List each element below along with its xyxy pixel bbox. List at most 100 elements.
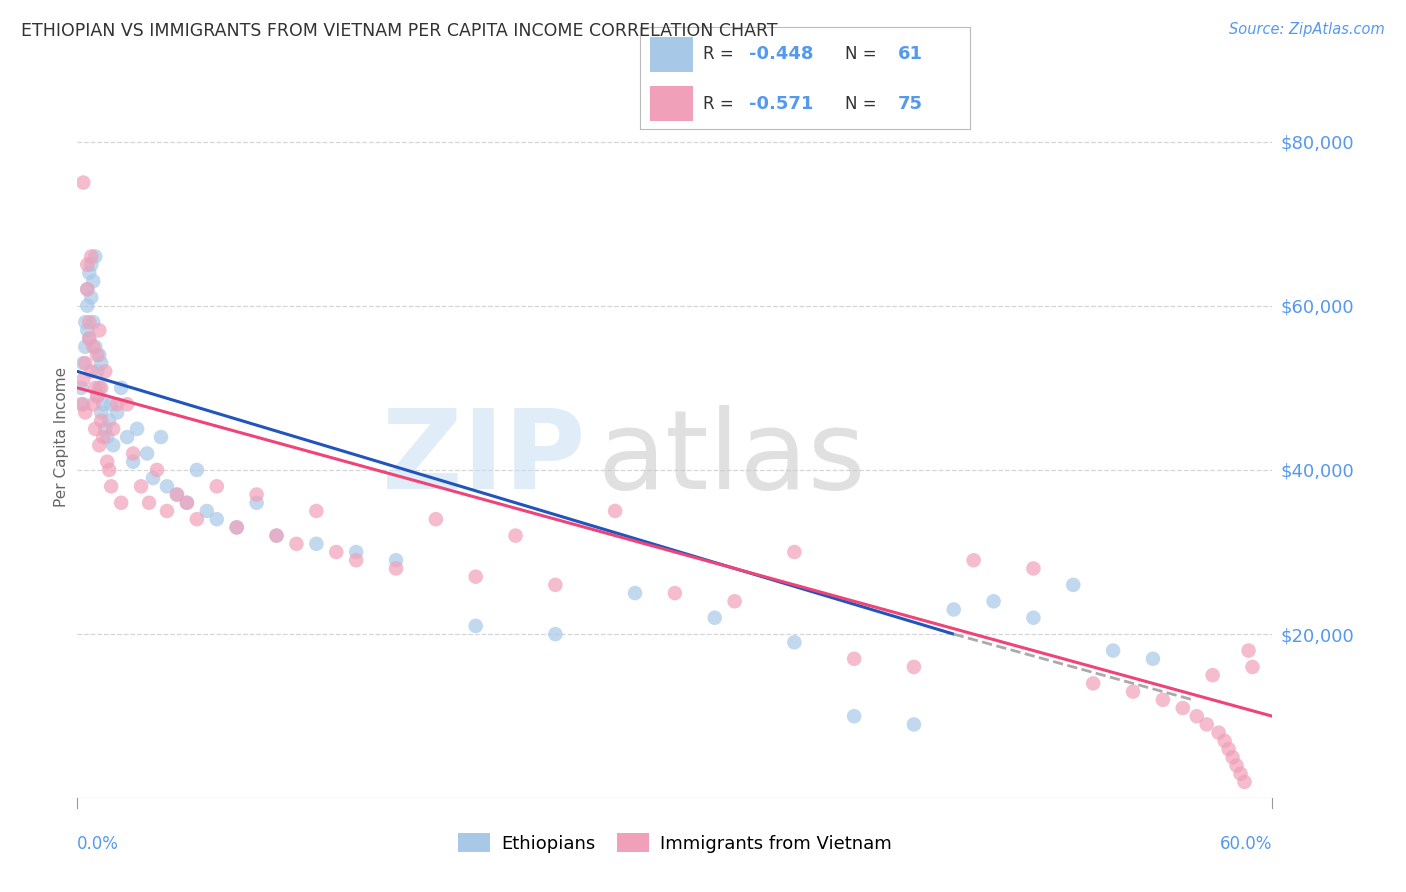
Point <box>72 373 94 387</box>
Text: Source: ZipAtlas.com: Source: ZipAtlas.com <box>1229 22 1385 37</box>
Point <box>1083 676 1105 690</box>
Point <box>624 586 647 600</box>
Point <box>246 487 269 501</box>
Point <box>98 414 121 428</box>
Point <box>79 332 101 346</box>
Point <box>464 619 486 633</box>
Point <box>344 553 367 567</box>
Point <box>325 545 347 559</box>
Point <box>1241 660 1264 674</box>
Point <box>205 512 228 526</box>
Point <box>115 397 138 411</box>
Point <box>115 430 138 444</box>
Point <box>94 364 117 378</box>
Point <box>80 258 103 272</box>
Text: R =: R = <box>703 95 744 112</box>
Point <box>122 446 145 460</box>
Point <box>156 479 179 493</box>
Point <box>783 635 806 649</box>
Point <box>844 709 866 723</box>
Point <box>205 479 228 493</box>
Point <box>129 479 152 493</box>
Point <box>142 471 165 485</box>
Text: ZIP: ZIP <box>382 405 585 512</box>
Point <box>1062 578 1084 592</box>
Point <box>1102 643 1125 657</box>
Point <box>1237 643 1260 657</box>
Point <box>166 487 188 501</box>
Point <box>91 397 114 411</box>
Point <box>75 356 97 370</box>
Point <box>246 496 269 510</box>
Point <box>86 364 108 378</box>
Point <box>505 528 527 542</box>
Point <box>96 430 118 444</box>
Point <box>76 299 98 313</box>
Point <box>84 422 107 436</box>
Point <box>110 496 132 510</box>
Point <box>344 545 367 559</box>
FancyBboxPatch shape <box>650 37 693 72</box>
Legend: Ethiopians, Immigrants from Vietnam: Ethiopians, Immigrants from Vietnam <box>449 823 901 862</box>
Point <box>80 364 103 378</box>
Point <box>225 520 247 534</box>
Point <box>75 405 97 419</box>
Point <box>82 315 104 329</box>
Point <box>903 717 925 731</box>
Point <box>1229 766 1251 780</box>
Point <box>84 340 107 354</box>
Point <box>70 381 93 395</box>
Point <box>94 422 117 436</box>
Point <box>105 405 128 419</box>
Point <box>75 315 97 329</box>
Point <box>305 504 328 518</box>
Point <box>84 249 107 264</box>
Point <box>76 323 98 337</box>
Point <box>72 397 94 411</box>
Point <box>86 389 108 403</box>
Point <box>105 397 128 411</box>
Point <box>89 323 111 337</box>
Point <box>544 578 567 592</box>
Point <box>703 610 725 624</box>
Point <box>464 569 486 583</box>
Point <box>963 553 986 567</box>
Text: ETHIOPIAN VS IMMIGRANTS FROM VIETNAM PER CAPITA INCOME CORRELATION CHART: ETHIOPIAN VS IMMIGRANTS FROM VIETNAM PER… <box>21 22 778 40</box>
Point <box>724 594 747 608</box>
Point <box>385 553 408 567</box>
Point <box>103 438 124 452</box>
Text: atlas: atlas <box>598 405 866 512</box>
Text: 0.0%: 0.0% <box>77 835 120 854</box>
Point <box>1195 717 1218 731</box>
Point <box>82 397 104 411</box>
Point <box>983 594 1005 608</box>
Point <box>1233 775 1256 789</box>
Point <box>76 258 98 272</box>
Point <box>89 381 111 395</box>
Point <box>903 660 925 674</box>
Point <box>1022 561 1045 575</box>
Text: -0.448: -0.448 <box>749 45 813 63</box>
Text: R =: R = <box>703 45 738 63</box>
Point <box>844 652 866 666</box>
Point <box>76 282 98 296</box>
Point <box>89 348 111 362</box>
Point <box>385 561 408 575</box>
Point <box>156 504 179 518</box>
Point <box>150 430 173 444</box>
Point <box>266 528 288 542</box>
Point <box>80 249 103 264</box>
Point <box>1222 750 1244 764</box>
Text: 75: 75 <box>897 95 922 112</box>
Text: N =: N = <box>845 95 882 112</box>
Point <box>79 315 101 329</box>
Point <box>75 340 97 354</box>
Point <box>86 348 108 362</box>
Point <box>1122 684 1144 698</box>
Point <box>1213 734 1236 748</box>
Text: 60.0%: 60.0% <box>1220 835 1272 854</box>
Point <box>225 520 247 534</box>
Point <box>176 496 198 510</box>
Point <box>664 586 686 600</box>
Point <box>122 455 145 469</box>
